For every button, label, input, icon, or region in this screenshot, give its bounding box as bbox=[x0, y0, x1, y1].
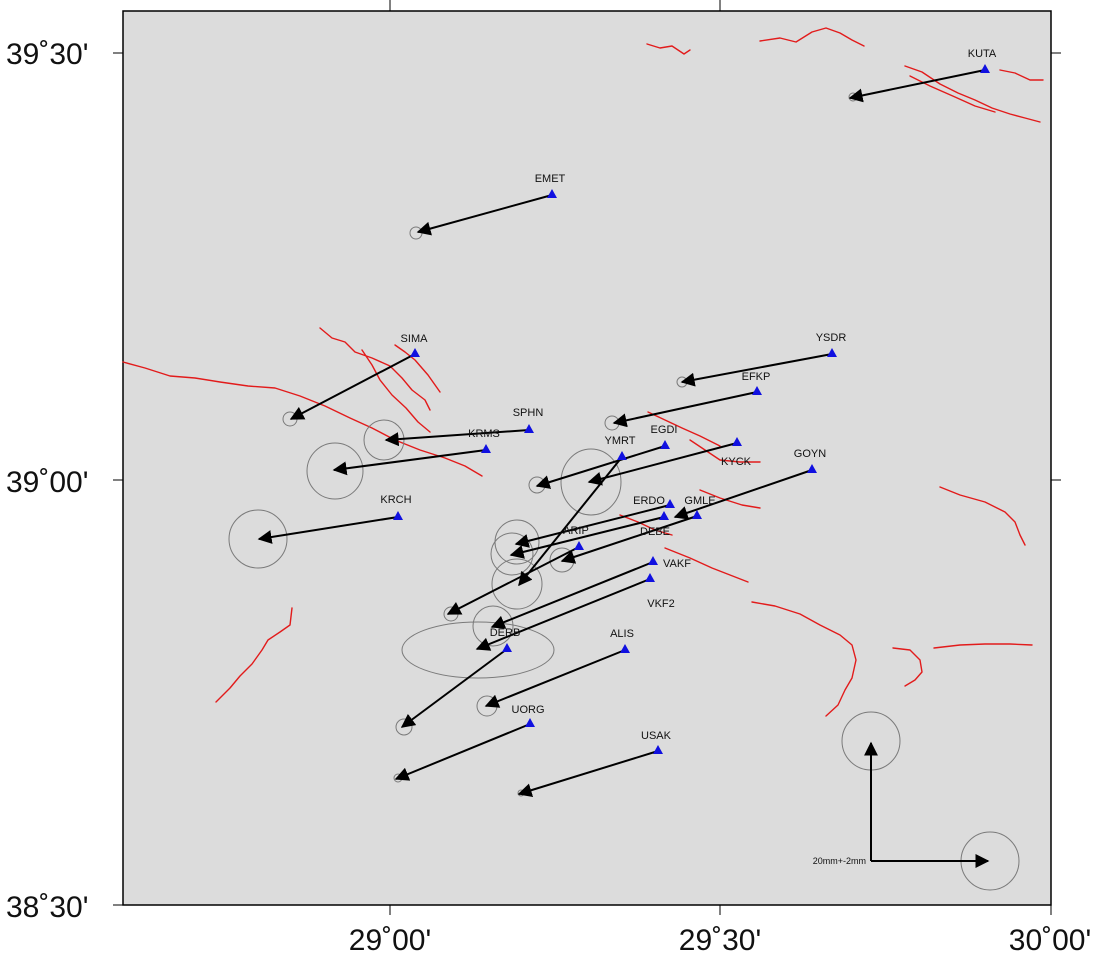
fault-line bbox=[939, 486, 1026, 546]
station-marker-kuta bbox=[980, 64, 990, 73]
station-marker-sima bbox=[410, 348, 420, 357]
lat-label-39-30: 39˚30' bbox=[6, 38, 88, 71]
station-label: GMLE bbox=[684, 495, 715, 507]
station-label: YSDR bbox=[816, 332, 847, 344]
station-marker-efkp bbox=[752, 386, 762, 395]
scale-arrows bbox=[864, 741, 990, 868]
station-marker-derb bbox=[502, 643, 512, 652]
station-marker-vkf2 bbox=[645, 573, 655, 582]
vector-uorg bbox=[394, 723, 531, 781]
station-label: EGDI bbox=[651, 424, 678, 436]
station-marker-arip bbox=[574, 541, 584, 550]
station-marker-sphn bbox=[524, 424, 534, 433]
station-label: EFKP bbox=[742, 371, 771, 383]
vector-egdi bbox=[535, 445, 666, 489]
station-marker-uorg bbox=[525, 718, 535, 727]
station-marker-goyn bbox=[807, 464, 817, 473]
vector-kyck bbox=[587, 442, 738, 486]
scale-label: 20mm+-2mm bbox=[813, 856, 866, 866]
station-marker-kyck bbox=[732, 437, 742, 446]
station-label: VAKF bbox=[663, 558, 691, 570]
vector-sima bbox=[289, 353, 416, 420]
vector-gmle bbox=[560, 515, 698, 564]
vector-emet bbox=[416, 194, 553, 236]
map-frame bbox=[122, 10, 1052, 906]
station-label: KYCK bbox=[721, 456, 752, 468]
lat-label-39-00: 39˚00' bbox=[6, 466, 88, 499]
lon-label-29-30: 29˚30' bbox=[679, 924, 761, 957]
vector-krch bbox=[257, 516, 399, 544]
lon-label-30-00: 30˚00' bbox=[1009, 924, 1091, 957]
station-label: KUTA bbox=[968, 48, 997, 60]
fault-line bbox=[122, 361, 483, 477]
station-labels: KUTA EMET SIMA YSDR EFKP SPHN EGDI KRMS … bbox=[380, 48, 997, 742]
vector-derb bbox=[400, 648, 508, 728]
station-marker-erdo bbox=[665, 499, 675, 508]
fault-line bbox=[759, 27, 865, 47]
vector-efkp bbox=[612, 391, 758, 428]
station-marker-emet bbox=[547, 189, 557, 198]
fault-line bbox=[689, 439, 761, 463]
vector-kuta bbox=[848, 69, 986, 103]
vector-ysdr bbox=[680, 353, 833, 387]
fault-line bbox=[933, 643, 1033, 649]
station-marker-gmle bbox=[692, 510, 702, 519]
vector-vkf2 bbox=[475, 578, 651, 651]
vector-debe bbox=[509, 516, 665, 559]
station-marker-ymrt bbox=[617, 451, 627, 460]
lat-label-38-30: 38˚30' bbox=[6, 891, 88, 924]
station-label: DEBE bbox=[640, 526, 670, 538]
station-marker-krms bbox=[481, 444, 491, 453]
fault-line bbox=[319, 327, 431, 411]
station-marker-debe bbox=[659, 511, 669, 520]
station-label: YMRT bbox=[605, 435, 636, 447]
vector-goyn bbox=[673, 469, 813, 520]
station-marker-vakf bbox=[648, 556, 658, 565]
station-label: VKF2 bbox=[647, 598, 675, 610]
lon-label-29-00: 29˚00' bbox=[349, 924, 431, 957]
station-label: SPHN bbox=[513, 407, 544, 419]
stations bbox=[393, 64, 990, 754]
fault-line bbox=[647, 411, 721, 447]
fault-line bbox=[619, 514, 673, 536]
station-label: KRMS bbox=[468, 428, 500, 440]
station-label: UORG bbox=[512, 704, 545, 716]
fault-line bbox=[394, 344, 441, 393]
fault-line bbox=[215, 607, 293, 703]
fault-lines bbox=[122, 27, 1044, 717]
axis-ticks bbox=[113, 0, 1061, 915]
vector-alis bbox=[484, 649, 626, 708]
vector-vakf bbox=[490, 561, 654, 629]
fault-line bbox=[699, 489, 761, 509]
velocity-vectors bbox=[257, 69, 986, 797]
vector-ymrt bbox=[518, 456, 623, 587]
fault-line bbox=[999, 69, 1044, 81]
station-label: ALIS bbox=[610, 628, 634, 640]
vector-sphn bbox=[384, 429, 530, 447]
station-label: USAK bbox=[641, 730, 672, 742]
fault-line bbox=[892, 647, 923, 687]
vector-arip bbox=[446, 546, 580, 615]
fault-line bbox=[664, 547, 749, 583]
vector-krms bbox=[332, 449, 487, 476]
station-marker-ysdr bbox=[827, 348, 837, 357]
fault-line bbox=[646, 43, 691, 55]
fault-line bbox=[361, 349, 431, 433]
station-label: DERB bbox=[490, 627, 521, 639]
station-marker-krch bbox=[393, 511, 403, 520]
fault-line bbox=[904, 65, 1041, 123]
station-marker-usak bbox=[653, 745, 663, 754]
station-label: KRCH bbox=[380, 494, 411, 506]
vector-usak bbox=[517, 750, 659, 797]
station-marker-egdi bbox=[660, 440, 670, 449]
fault-line bbox=[751, 601, 857, 717]
station-label: ERDO bbox=[633, 495, 665, 507]
station-label: EMET bbox=[535, 173, 566, 185]
station-label: GOYN bbox=[794, 448, 826, 460]
vector-erdo bbox=[514, 504, 671, 548]
station-label: ARIP bbox=[563, 525, 589, 537]
station-marker-alis bbox=[620, 644, 630, 653]
station-label: SIMA bbox=[401, 333, 429, 345]
